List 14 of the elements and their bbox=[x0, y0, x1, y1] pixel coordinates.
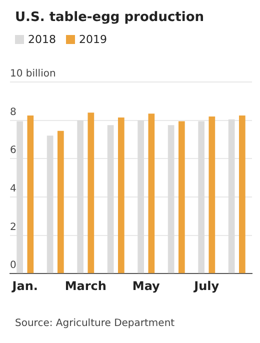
y-tick-label: 6 bbox=[10, 145, 16, 156]
y-tick-label: 4 bbox=[10, 184, 16, 195]
x-tick-label: March bbox=[64, 278, 106, 293]
y-tick-label: 0 bbox=[10, 260, 16, 272]
y-tick-label: 8 bbox=[10, 106, 16, 118]
x-tick-label: May bbox=[132, 278, 160, 293]
legend-label: 2018 bbox=[27, 33, 56, 46]
x-tick-label: Jan. bbox=[11, 278, 38, 293]
y-tick-label: 2 bbox=[10, 222, 16, 233]
source-note: Source: Agriculture Department bbox=[15, 318, 175, 329]
legend-label: 2019 bbox=[78, 33, 107, 46]
x-tick-label: July bbox=[193, 278, 220, 293]
y-tick-label: 10 billion bbox=[10, 68, 56, 80]
chart-title: U.S. table-egg production bbox=[15, 10, 204, 25]
